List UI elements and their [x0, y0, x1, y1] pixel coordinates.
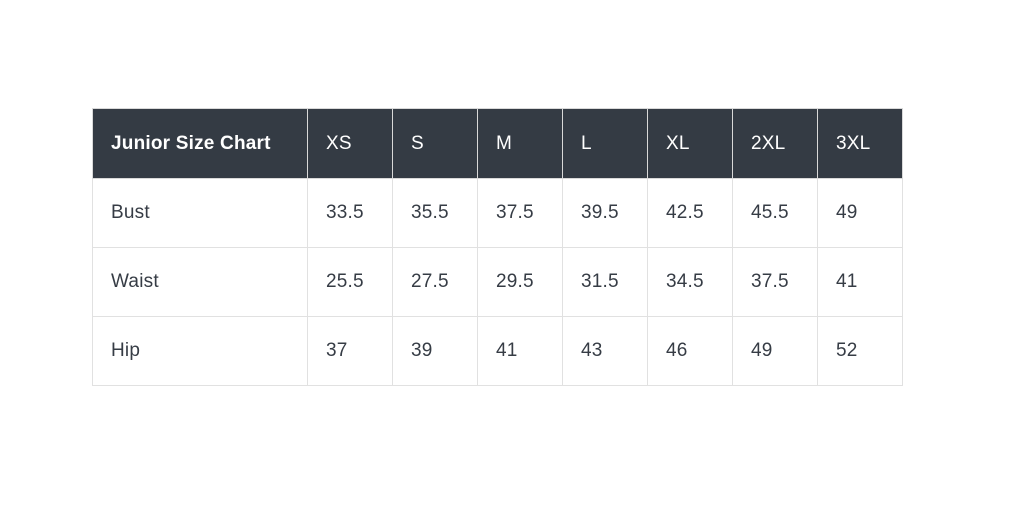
- value-cell: 45.5: [732, 178, 818, 248]
- value-cell: 29.5: [477, 247, 563, 317]
- value-cell: 37.5: [477, 178, 563, 248]
- value-cell: 46: [647, 316, 733, 386]
- column-header-l: L: [562, 108, 648, 179]
- value-cell: 34.5: [647, 247, 733, 317]
- value-cell: 31.5: [562, 247, 648, 317]
- column-header-xs: XS: [307, 108, 393, 179]
- column-header-2xl: 2XL: [732, 108, 818, 179]
- value-cell: 41: [477, 316, 563, 386]
- value-cell: 49: [817, 178, 903, 248]
- row-label: Bust: [92, 178, 308, 248]
- column-header-xl: XL: [647, 108, 733, 179]
- row-label: Waist: [92, 247, 308, 317]
- column-header-m: M: [477, 108, 563, 179]
- table-row-hip: Hip 37 39 41 43 46 49 52: [92, 316, 903, 386]
- value-cell: 52: [817, 316, 903, 386]
- column-header-3xl: 3XL: [817, 108, 903, 179]
- value-cell: 37: [307, 316, 393, 386]
- table-title-cell: Junior Size Chart: [92, 108, 308, 179]
- row-label: Hip: [92, 316, 308, 386]
- value-cell: 42.5: [647, 178, 733, 248]
- value-cell: 39: [392, 316, 478, 386]
- value-cell: 27.5: [392, 247, 478, 317]
- value-cell: 25.5: [307, 247, 393, 317]
- header-row: Junior Size Chart XS S M L XL 2XL 3XL: [92, 108, 903, 179]
- value-cell: 37.5: [732, 247, 818, 317]
- column-header-s: S: [392, 108, 478, 179]
- junior-size-chart-table: Junior Size Chart XS S M L XL 2XL 3XL Bu…: [92, 108, 903, 386]
- value-cell: 33.5: [307, 178, 393, 248]
- value-cell: 39.5: [562, 178, 648, 248]
- value-cell: 43: [562, 316, 648, 386]
- size-chart-container: Junior Size Chart XS S M L XL 2XL 3XL Bu…: [92, 108, 903, 386]
- table-row-bust: Bust 33.5 35.5 37.5 39.5 42.5 45.5 49: [92, 178, 903, 248]
- value-cell: 49: [732, 316, 818, 386]
- table-row-waist: Waist 25.5 27.5 29.5 31.5 34.5 37.5 41: [92, 247, 903, 317]
- value-cell: 41: [817, 247, 903, 317]
- value-cell: 35.5: [392, 178, 478, 248]
